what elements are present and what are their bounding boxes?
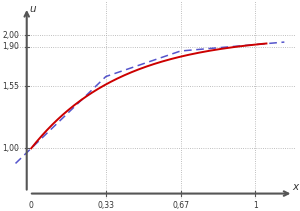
Text: 1,55: 1,55	[2, 82, 19, 91]
Text: 0,67: 0,67	[172, 201, 189, 210]
Text: 1: 1	[253, 201, 258, 210]
Text: 2,00: 2,00	[2, 31, 19, 40]
Text: 0: 0	[29, 201, 34, 210]
Text: 0,33: 0,33	[98, 201, 114, 210]
Text: x: x	[292, 183, 298, 192]
Text: 1,90: 1,90	[2, 42, 19, 51]
Text: u: u	[29, 4, 36, 14]
Text: 1,00: 1,00	[2, 144, 19, 153]
